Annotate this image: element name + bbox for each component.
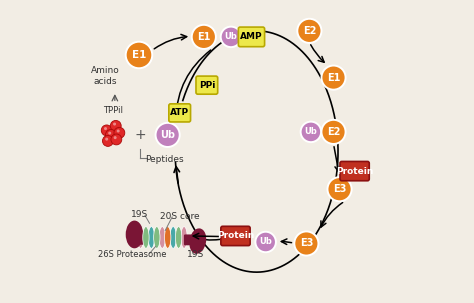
- Circle shape: [321, 65, 346, 90]
- Text: E2: E2: [303, 26, 316, 36]
- Ellipse shape: [154, 227, 160, 248]
- Text: 26S Proteasome: 26S Proteasome: [98, 250, 166, 258]
- Text: Ub: Ub: [304, 127, 317, 136]
- Text: Protein: Protein: [217, 231, 254, 241]
- Ellipse shape: [137, 227, 144, 248]
- Circle shape: [126, 42, 152, 68]
- Circle shape: [114, 127, 125, 138]
- Ellipse shape: [181, 227, 187, 248]
- Circle shape: [113, 122, 116, 125]
- FancyBboxPatch shape: [221, 226, 250, 246]
- Text: AMP: AMP: [240, 32, 263, 42]
- Circle shape: [294, 231, 319, 255]
- Text: E2: E2: [327, 127, 340, 137]
- Text: E1: E1: [197, 32, 210, 42]
- Text: PPi: PPi: [199, 81, 215, 90]
- FancyBboxPatch shape: [340, 161, 369, 181]
- Text: 20S core: 20S core: [160, 212, 200, 221]
- Text: E3: E3: [333, 184, 346, 194]
- Ellipse shape: [189, 228, 206, 254]
- Circle shape: [301, 122, 321, 142]
- FancyBboxPatch shape: [238, 27, 264, 47]
- Circle shape: [114, 136, 117, 139]
- Text: 19S: 19S: [131, 210, 148, 219]
- Text: 19S: 19S: [187, 250, 204, 258]
- Circle shape: [297, 19, 321, 43]
- Text: E3: E3: [300, 238, 313, 248]
- Circle shape: [102, 135, 113, 146]
- Text: Ub: Ub: [225, 32, 237, 42]
- Circle shape: [192, 25, 216, 49]
- Circle shape: [101, 125, 112, 136]
- Circle shape: [106, 129, 116, 140]
- Circle shape: [328, 177, 352, 201]
- Ellipse shape: [148, 227, 155, 248]
- Text: Peptides: Peptides: [145, 155, 183, 164]
- Text: Protein: Protein: [336, 167, 374, 176]
- Text: Ub: Ub: [160, 130, 175, 140]
- Text: E1: E1: [132, 50, 146, 60]
- FancyBboxPatch shape: [169, 104, 191, 122]
- Circle shape: [117, 129, 119, 132]
- Circle shape: [321, 120, 346, 144]
- Text: +: +: [135, 128, 146, 142]
- Ellipse shape: [143, 227, 149, 248]
- Ellipse shape: [170, 227, 176, 248]
- Circle shape: [155, 123, 180, 147]
- Ellipse shape: [126, 221, 143, 248]
- Text: ATP: ATP: [170, 108, 189, 117]
- Circle shape: [111, 134, 122, 145]
- FancyBboxPatch shape: [135, 233, 147, 245]
- Ellipse shape: [159, 227, 165, 248]
- FancyBboxPatch shape: [184, 235, 196, 245]
- FancyBboxPatch shape: [196, 76, 218, 94]
- Circle shape: [110, 120, 121, 131]
- Circle shape: [105, 138, 108, 141]
- Circle shape: [255, 232, 276, 252]
- Text: Amino
acids: Amino acids: [91, 66, 119, 86]
- Circle shape: [108, 132, 111, 135]
- Text: Ub: Ub: [259, 238, 272, 246]
- Circle shape: [221, 27, 241, 47]
- Ellipse shape: [175, 227, 182, 248]
- Text: TPPiI: TPPiI: [103, 106, 123, 115]
- Text: E1: E1: [327, 73, 340, 83]
- Ellipse shape: [164, 227, 171, 248]
- Circle shape: [104, 127, 107, 130]
